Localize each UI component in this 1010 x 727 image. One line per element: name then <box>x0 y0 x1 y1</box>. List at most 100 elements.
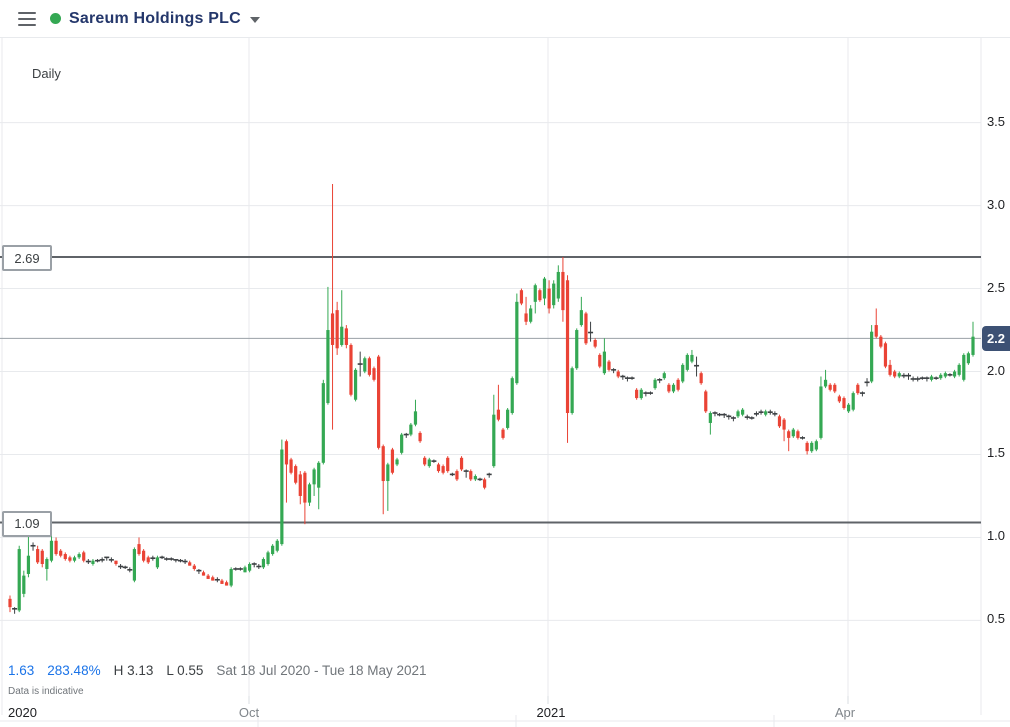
candle-body <box>423 457 427 465</box>
candle-body <box>791 429 795 437</box>
doji-dash <box>85 560 91 563</box>
candle-body <box>40 550 44 565</box>
candle-body <box>602 351 606 374</box>
candle-body <box>367 358 371 375</box>
candle-body <box>952 371 957 377</box>
menu-icon[interactable] <box>18 11 36 26</box>
y-axis-label: 2.0 <box>986 362 1006 378</box>
candle-body <box>704 391 708 412</box>
doji-dash <box>647 392 653 394</box>
candle-body <box>708 413 712 423</box>
candle-body <box>966 353 970 364</box>
candle-body <box>524 313 528 322</box>
candle-body <box>353 369 358 400</box>
candle-body <box>529 308 533 322</box>
doji-dash <box>431 460 437 462</box>
candle-body <box>261 559 266 568</box>
doji-dash <box>159 556 165 559</box>
candle-body <box>971 336 975 355</box>
candle-body <box>837 396 841 402</box>
candle-body <box>492 414 496 467</box>
candle-body <box>275 540 279 551</box>
candle-body <box>303 472 307 503</box>
page-title: Sareum Holdings PLC <box>69 9 241 27</box>
candle-body <box>335 310 339 349</box>
ticker-selector[interactable]: Sareum Holdings PLC <box>50 10 260 28</box>
doji-dash <box>30 544 36 547</box>
candle-body <box>501 429 505 438</box>
y-axis-label: 1.5 <box>986 445 1006 461</box>
x-axis-label: 2020 <box>8 705 37 720</box>
doji-dash <box>620 375 626 378</box>
candle-body <box>146 557 150 563</box>
candle-body <box>36 549 40 563</box>
doji-dash <box>477 478 483 481</box>
candle-body <box>68 557 72 561</box>
candle-body <box>418 432 422 442</box>
candle-body <box>805 442 809 452</box>
doji-dash <box>657 379 663 381</box>
candle-body <box>192 565 196 569</box>
candle-body <box>519 290 524 304</box>
candle-body <box>639 389 643 399</box>
candle-body <box>883 343 888 367</box>
candle-body <box>828 384 832 390</box>
y-axis-label: 3.0 <box>986 196 1006 212</box>
candle-body <box>939 374 943 379</box>
candle-body <box>533 285 537 302</box>
candle-body <box>298 474 302 496</box>
candle-body <box>390 449 395 473</box>
candle-body <box>326 330 330 404</box>
candle-body <box>349 344 353 395</box>
candle-body <box>671 384 676 392</box>
candle-body <box>400 434 404 453</box>
doji-dash <box>919 377 925 379</box>
candle-body <box>155 557 160 568</box>
doji-dash <box>915 378 921 380</box>
candle-body <box>441 466 445 473</box>
doji-dash <box>108 559 114 561</box>
doji-dash <box>947 374 953 376</box>
period-change-pct: 283.48% <box>47 663 101 678</box>
candle-body <box>271 545 275 555</box>
candle-body <box>736 411 740 417</box>
candle-body <box>552 283 556 306</box>
stats-footer: 1.63 283.48% H 3.13 L 0.55 Sat 18 Jul 20… <box>8 663 440 678</box>
doji-dash <box>256 565 262 568</box>
candle-body <box>962 354 966 380</box>
candle-body <box>482 479 487 488</box>
doji-dash <box>104 556 110 559</box>
y-axis-label: 2.5 <box>986 279 1006 295</box>
doji-dash <box>924 377 930 379</box>
candle-body <box>542 278 547 299</box>
doji-dash <box>449 473 455 476</box>
doji-dash <box>753 413 759 415</box>
candle-body <box>372 368 376 380</box>
doji-dash <box>611 369 617 371</box>
candle-body <box>91 560 95 565</box>
candle-body <box>446 457 450 472</box>
candle-body <box>584 313 588 344</box>
y-axis-label: 3.5 <box>986 113 1006 129</box>
candle-body <box>635 389 639 399</box>
candle-body <box>211 577 215 581</box>
doji-dash <box>694 364 700 367</box>
doji-dash <box>173 559 179 561</box>
doji-dash <box>744 416 750 418</box>
candle-body <box>26 555 31 574</box>
candle-body <box>685 354 689 370</box>
doji-dash <box>624 377 630 379</box>
candle-body <box>469 471 473 480</box>
doji-dash <box>749 417 755 419</box>
candle-body <box>312 469 316 485</box>
candle-body <box>45 559 49 569</box>
candle-body <box>17 549 21 611</box>
doji-dash <box>214 578 220 581</box>
candle-body <box>662 373 666 379</box>
candle-body <box>570 368 574 414</box>
x-axis-label: Apr <box>834 705 856 720</box>
doji-dash <box>182 560 188 563</box>
candle-body <box>819 386 823 438</box>
candle-body <box>616 371 620 377</box>
